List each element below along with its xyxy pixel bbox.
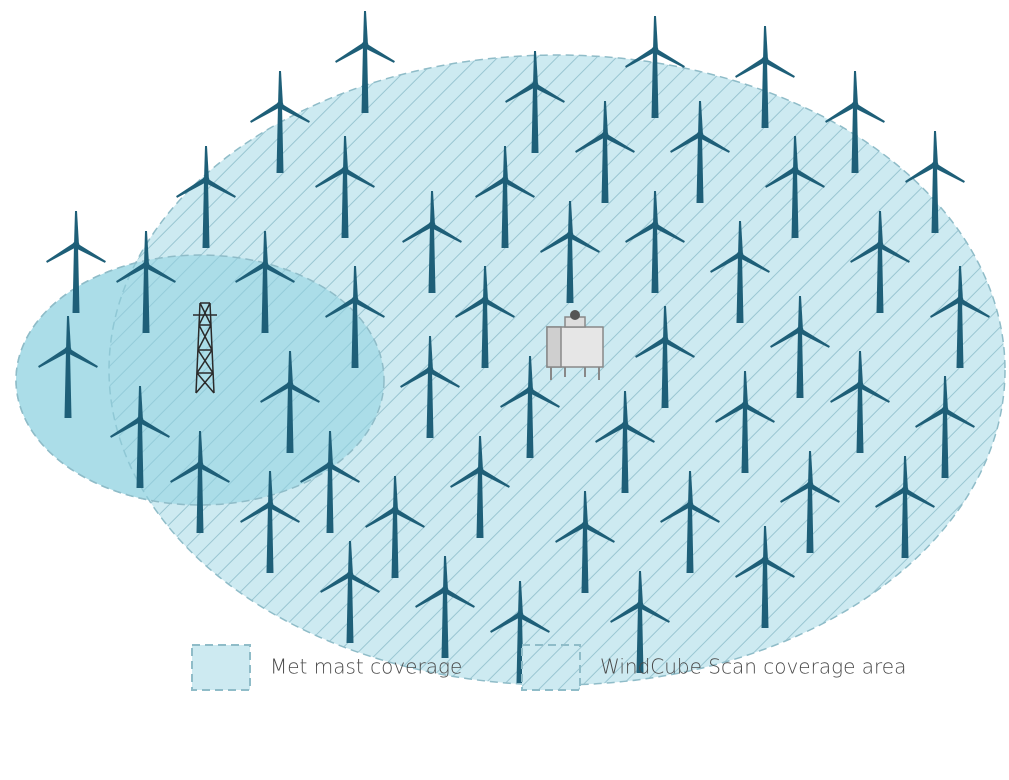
wind-turbine (240, 471, 300, 573)
wind-turbine (335, 11, 395, 113)
wind-turbine (875, 456, 935, 558)
wind-turbine (505, 51, 565, 153)
wind-turbine (365, 476, 425, 578)
wind-turbine (38, 316, 98, 418)
wind-turbine (402, 191, 462, 293)
wind-turbine (116, 231, 176, 333)
wind-turbine (735, 526, 795, 628)
wind-turbine (830, 351, 890, 453)
turbines (38, 11, 990, 683)
legend-label: WindCube Scan coverage area (600, 655, 906, 679)
wind-turbine (715, 371, 775, 473)
wind-turbine (915, 376, 975, 478)
wind-turbine (500, 356, 560, 458)
wind-turbine (765, 136, 825, 238)
wind-turbine (475, 146, 535, 248)
wind-turbine (170, 431, 230, 533)
wind-turbine (825, 71, 885, 173)
legend-label: Met mast coverage (270, 655, 462, 679)
met-mast (193, 302, 217, 394)
wind-turbine (610, 571, 670, 673)
wind-turbine (770, 296, 830, 398)
wind-turbine (110, 386, 170, 488)
wind-turbine (595, 391, 655, 493)
wind-turbine (660, 471, 720, 573)
wind-turbine (670, 101, 730, 203)
wind-turbine (176, 146, 236, 248)
wind-turbine (905, 131, 965, 233)
wind-turbine (400, 336, 460, 438)
wind-turbine (555, 491, 615, 593)
wind-turbine (260, 351, 320, 453)
wind-turbine (315, 136, 375, 238)
wind-turbine (455, 266, 515, 368)
wind-turbine (320, 541, 380, 643)
wind-turbine (450, 436, 510, 538)
wind-turbine (46, 211, 106, 313)
wind-turbine (415, 556, 475, 658)
wind-turbine (635, 306, 695, 408)
wind-turbine (930, 266, 990, 368)
wind-turbine (300, 431, 360, 533)
wind-turbine (540, 201, 600, 303)
wind-turbine (250, 71, 310, 173)
wind-turbine (850, 211, 910, 313)
legend-swatch-windcube (521, 644, 581, 691)
wind-turbine (625, 191, 685, 293)
legend-swatch-met (191, 644, 251, 691)
windcube-lidar (546, 310, 604, 380)
wind-turbine (625, 16, 685, 118)
wind-turbine (735, 26, 795, 128)
wind-turbine (325, 266, 385, 368)
wind-turbine (575, 101, 635, 203)
wind-turbine (235, 231, 295, 333)
wind-turbine (710, 221, 770, 323)
wind-turbine (780, 451, 840, 553)
